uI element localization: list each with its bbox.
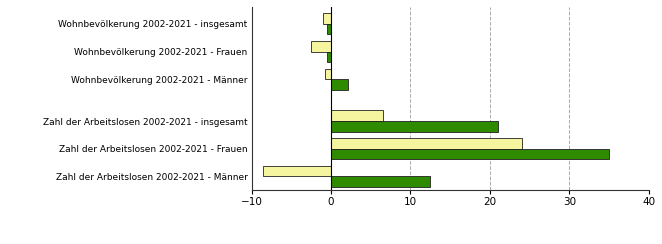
Bar <box>323 13 331 24</box>
Bar <box>263 166 331 176</box>
Bar <box>324 69 331 79</box>
Bar <box>331 149 609 159</box>
Bar <box>331 138 522 149</box>
Bar <box>331 121 498 132</box>
Bar <box>331 176 430 187</box>
Bar <box>327 24 331 34</box>
Bar <box>331 111 383 121</box>
Bar <box>331 79 348 90</box>
Bar <box>311 41 331 52</box>
Bar <box>327 52 331 62</box>
